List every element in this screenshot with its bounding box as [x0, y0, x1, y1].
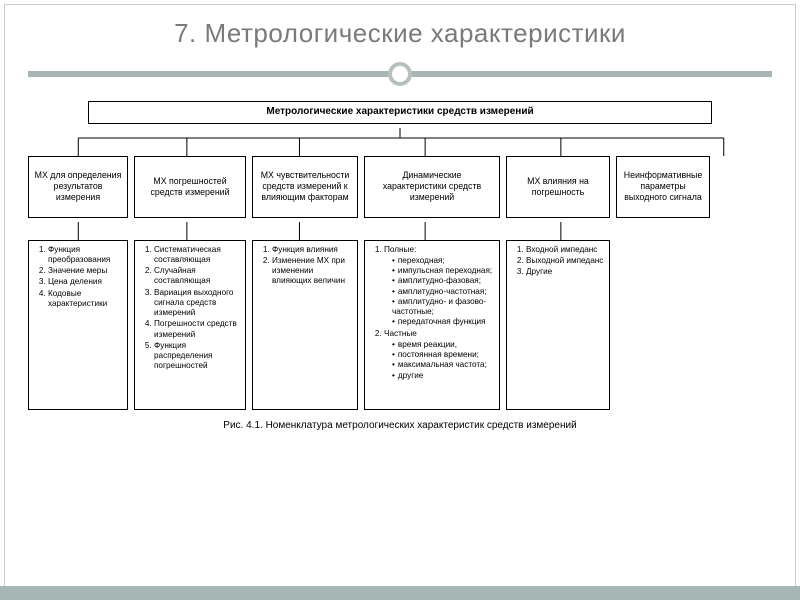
col-header-5: Неинформативные параметры выходного сигн…	[616, 156, 710, 218]
bottom-accent-bar	[0, 586, 800, 600]
list-item: Значение меры	[48, 266, 122, 276]
sub-item: передаточная функция	[392, 317, 494, 327]
slide: 7. Метрологические характеристики Метрол…	[0, 0, 800, 600]
list-item-label: Полные:	[384, 245, 416, 254]
col-header-3: Динамические характеристики средств изме…	[364, 156, 500, 218]
detail-box-2: Функция влияния Изменение МХ при изменен…	[252, 240, 358, 410]
list-item: Функция влияния	[272, 245, 352, 255]
col-header-1: МХ погрешностей средств измерений	[134, 156, 246, 218]
list-item: Изменение МХ при изменении влияющих вели…	[272, 256, 352, 287]
title-divider	[28, 59, 772, 89]
sub-item: амплитудно-частотная;	[392, 287, 494, 297]
detail-box-4: Входной импеданс Выходной импеданс Други…	[506, 240, 610, 410]
col-header-2: МХ чувствительности средств измерений к …	[252, 156, 358, 218]
sublist-3-2: время реакции, постоянная времени; макси…	[384, 340, 494, 381]
list-item: Выходной импеданс	[526, 256, 604, 266]
figure-caption: Рис. 4.1. Номенклатура метрологических х…	[28, 420, 772, 433]
detail-list-0: Функция преобразования Значение меры Цен…	[34, 245, 122, 310]
sub-item: импульсная переходная;	[392, 266, 494, 276]
root-node: Метрологические характеристики средств и…	[88, 101, 712, 124]
detail-box-0: Функция преобразования Значение меры Цен…	[28, 240, 128, 410]
sub-item: переходная;	[392, 256, 494, 266]
list-item: Частные время реакции, постоянная времен…	[384, 329, 494, 381]
col-header-0: МХ для определения результатов измерения	[28, 156, 128, 218]
title-region: 7. Метрологические характеристики	[28, 18, 772, 49]
list-item: Случайная составляющая	[154, 266, 240, 287]
list-item-label: Частные	[384, 329, 417, 338]
sublist-3-1: переходная; импульсная переходная; ампли…	[384, 256, 494, 328]
tree-connectors-top	[28, 128, 772, 156]
detail-list-4: Входной импеданс Выходной импеданс Други…	[512, 245, 604, 278]
detail-box-1: Систематическая составляющая Случайная с…	[134, 240, 246, 410]
detail-box-3: Полные: переходная; импульсная переходна…	[364, 240, 500, 410]
list-item: Функция распределения погрешностей	[154, 341, 240, 372]
header-row: МХ для определения результатов измерения…	[28, 156, 772, 218]
sub-item: другие	[392, 371, 494, 381]
detail-list-2: Функция влияния Изменение МХ при изменен…	[258, 245, 352, 287]
list-item: Функция преобразования	[48, 245, 122, 266]
divider-circle-icon	[388, 62, 412, 86]
col-header-4: МХ влияния на погрешность	[506, 156, 610, 218]
detail-list-1: Систематическая составляющая Случайная с…	[140, 245, 240, 372]
slide-title: 7. Метрологические характеристики	[28, 18, 772, 49]
sub-item: амплитудно- и фазово-частотные;	[392, 297, 494, 318]
detail-row: Функция преобразования Значение меры Цен…	[28, 240, 772, 410]
list-item: Полные: переходная; импульсная переходна…	[384, 245, 494, 328]
list-item: Вариация выходного сигнала средств измер…	[154, 288, 240, 319]
sub-item: время реакции,	[392, 340, 494, 350]
list-item: Цена деления	[48, 277, 122, 287]
list-item: Входной импеданс	[526, 245, 604, 255]
list-item: Систематическая составляющая	[154, 245, 240, 266]
detail-list-3: Полные: переходная; импульсная переходна…	[370, 245, 494, 381]
sub-item: амплитудно-фазовая;	[392, 276, 494, 286]
list-item: Другие	[526, 267, 604, 277]
list-item: Кодовые характеристики	[48, 289, 122, 310]
detail-box-5-empty	[616, 240, 710, 410]
hierarchy-diagram: Метрологические характеристики средств и…	[28, 101, 772, 432]
tree-connectors-mid	[28, 222, 772, 240]
sub-item: постоянная времени;	[392, 350, 494, 360]
list-item: Погрешности средств измерений	[154, 319, 240, 340]
sub-item: максимальная частота;	[392, 360, 494, 370]
